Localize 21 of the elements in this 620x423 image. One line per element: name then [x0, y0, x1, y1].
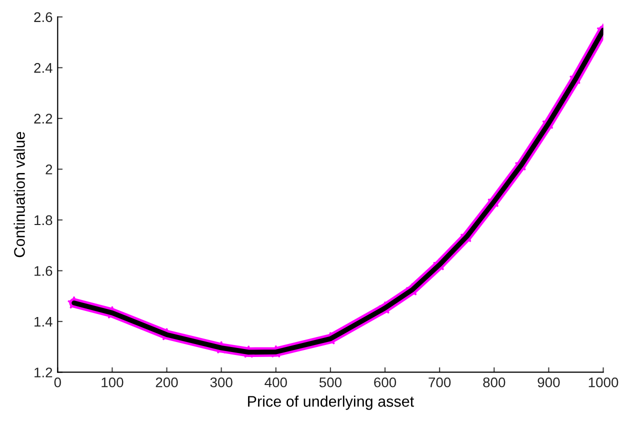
x-tick-label: 0	[54, 377, 61, 388]
y-tick-label: 1.4	[34, 316, 52, 327]
x-tick-label: 200	[156, 377, 178, 388]
x-tick-label: 800	[483, 377, 506, 388]
x-tick-label: 600	[374, 377, 396, 388]
x-tick-label: 300	[210, 377, 232, 388]
y-tick-label: 2.4	[34, 63, 52, 73]
y-tick-label: 1.8	[34, 215, 52, 226]
x-tick-label: 100	[102, 377, 124, 388]
x-tick-label: 700	[428, 377, 451, 388]
x-tick-label: 900	[538, 377, 560, 388]
y-tick-label: 1.2	[34, 368, 52, 378]
x-tick-label: 1000	[588, 377, 618, 388]
y-tick-label: 2	[46, 164, 52, 174]
x-axis-title: Price of underlying asset	[248, 396, 414, 410]
y-tick-label: 1.6	[34, 266, 52, 276]
y-tick-label: 2.2	[34, 114, 52, 124]
x-tick-label: 500	[319, 377, 342, 388]
x-tick-label: 400	[264, 377, 287, 388]
y-tick-label: 2.6	[34, 12, 52, 22]
y-axis-title: Continuation value	[14, 132, 25, 258]
